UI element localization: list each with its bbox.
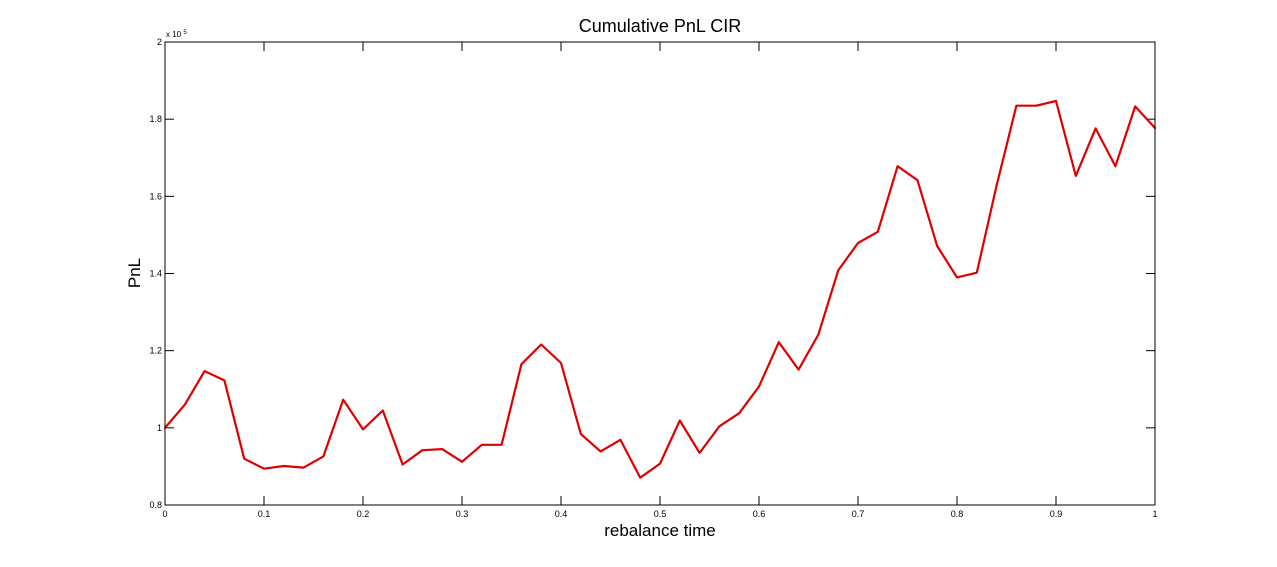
x-tick-label: 0.5 [654,509,667,519]
y-tick-label: 1.2 [149,346,162,356]
plot-frame [164,41,1156,506]
y-tick-label: 1.6 [149,191,162,201]
x-tick-label: 0.2 [357,509,370,519]
y-axis-label: PnL [125,258,144,288]
y-axis-multiplier-base: x 10 [166,30,182,39]
x-tick-label: 0.1 [258,509,271,519]
y-tick-label: 1.4 [149,269,162,279]
chart-title: Cumulative PnL CIR [579,16,741,36]
x-tick-label: 0.4 [555,509,568,519]
x-tick-label: 0.8 [951,509,964,519]
x-tick-label: 0.6 [753,509,766,519]
x-tick-label: 0.7 [852,509,865,519]
axis-tick-labels: 0 0.1 0.2 0.3 0.4 0.5 0.6 0.7 0.8 0.9 1 0.8 1 1.2 1.4 1… [149,37,1157,519]
x-tick-label: 0.9 [1050,509,1063,519]
series-line [163,99,1157,479]
y-tick-label: 1.8 [149,114,162,124]
y-axis-multiplier-exponent: 5 [183,30,187,36]
x-tick-label: 0.3 [456,509,469,519]
y-tick-label: 1 [157,423,162,433]
x-tick-label: 0 [162,509,167,519]
x-axis-label: rebalance time [604,521,716,540]
plot-area [165,42,1155,505]
y-tick-label: 2 [157,37,162,47]
y-axis-multiplier: x 10 5 [166,30,187,39]
y-tick-label: 0.8 [149,500,162,510]
x-tick-label: 1 [1152,509,1157,519]
